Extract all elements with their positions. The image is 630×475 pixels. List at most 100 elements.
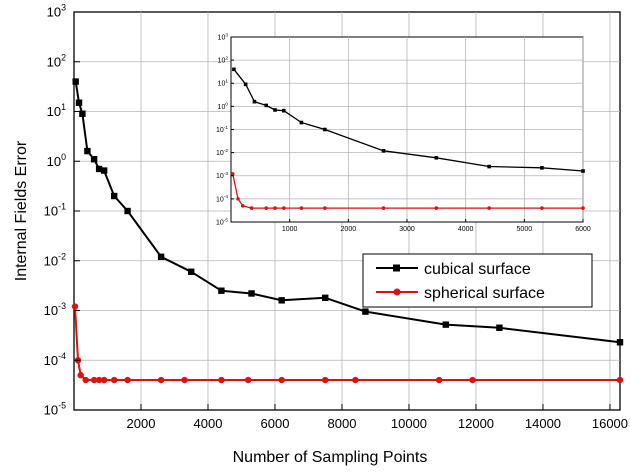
y-tick-label: 101 xyxy=(218,79,229,88)
data-point-circle xyxy=(236,197,240,201)
y-tick-label: 10-1 xyxy=(216,125,228,134)
data-point-circle xyxy=(273,206,277,210)
data-point-square xyxy=(282,108,286,113)
data-point-circle xyxy=(249,206,254,210)
data-point-circle xyxy=(82,376,89,384)
x-tick-label: 14000 xyxy=(525,416,561,431)
legend-marker-cubical xyxy=(393,264,400,272)
data-point-square xyxy=(188,268,195,275)
data-point-square xyxy=(616,339,624,346)
data-point-circle xyxy=(218,376,225,384)
x-tick-label: 4000 xyxy=(194,416,223,431)
data-point-circle xyxy=(282,206,286,210)
data-point-circle xyxy=(469,376,476,384)
y-tick-label: 10-4 xyxy=(44,351,66,368)
data-point-square xyxy=(75,99,83,106)
legend-label-spherical: spherical surface xyxy=(424,285,545,302)
legend-label-cubical: cubical surface xyxy=(424,261,531,278)
data-point-circle xyxy=(434,206,439,210)
data-point-circle xyxy=(100,376,108,384)
x-axis-label: Number of Sampling Points xyxy=(233,449,428,466)
data-point-circle xyxy=(90,376,98,384)
x-tick-label: 6000 xyxy=(261,416,290,431)
data-point-circle xyxy=(95,376,103,384)
data-point-square xyxy=(540,166,544,170)
data-point-circle xyxy=(487,206,491,210)
main-series xyxy=(71,78,624,384)
data-point-square xyxy=(278,297,285,304)
y-tick-label: 10-4 xyxy=(216,194,228,203)
data-point-circle xyxy=(435,376,443,384)
data-point-square xyxy=(218,287,225,294)
data-point-circle xyxy=(240,204,245,208)
main-y-ticks: 10-5 10-4 10-3 10-2 10-1 100 101 102 103 xyxy=(44,3,80,418)
chart-legend: cubical surface spherical surface xyxy=(362,253,593,308)
data-point-circle xyxy=(110,376,118,384)
data-point-square xyxy=(84,147,91,155)
data-point-square xyxy=(90,155,98,163)
x-tick-label: 2000 xyxy=(341,226,357,233)
data-point-square xyxy=(323,127,327,132)
data-point-square xyxy=(581,169,585,173)
x-tick-label: 2000 xyxy=(127,416,156,431)
data-point-circle xyxy=(278,376,285,384)
data-point-square xyxy=(248,290,255,297)
data-point-circle xyxy=(157,376,165,384)
y-tick-label: 10-3 xyxy=(216,171,228,180)
data-point-square xyxy=(264,103,268,108)
y-axis-label: Internal Fields Error xyxy=(13,140,30,281)
inset-y-ticks: 10-5 10-4 10-3 10-2 10-1 100 101 102 103 xyxy=(216,32,234,226)
data-point-square xyxy=(100,167,108,174)
data-point-square xyxy=(252,99,257,104)
data-point-circle xyxy=(71,303,79,310)
data-point-square xyxy=(496,324,503,331)
x-tick-label: 16000 xyxy=(592,416,628,431)
data-point-square xyxy=(442,321,450,328)
x-tick-label: 3000 xyxy=(399,226,415,233)
data-point-circle xyxy=(581,206,585,210)
data-point-square xyxy=(243,82,248,87)
inset-grid xyxy=(231,37,584,222)
data-point-square xyxy=(487,164,491,169)
data-point-circle xyxy=(381,206,386,210)
x-tick-label: 5000 xyxy=(517,226,533,233)
main-x-ticks: 2000 4000 6000 8000 10000 12000 14000 16000 xyxy=(127,404,628,431)
x-tick-label: 8000 xyxy=(328,416,357,431)
data-point-circle xyxy=(540,206,544,210)
data-point-square xyxy=(72,78,79,85)
data-point-square xyxy=(110,192,118,200)
data-point-square xyxy=(157,253,165,261)
data-point-square xyxy=(362,308,369,315)
y-tick-label: 103 xyxy=(218,32,229,41)
data-point-circle xyxy=(77,372,84,379)
data-point-circle xyxy=(124,376,131,384)
y-tick-label: 10-3 xyxy=(44,301,66,318)
x-tick-label: 12000 xyxy=(458,416,494,431)
y-tick-label: 100 xyxy=(47,152,66,169)
data-point-circle xyxy=(244,376,252,384)
data-point-square xyxy=(273,108,277,112)
y-tick-label: 10-2 xyxy=(216,148,228,157)
legend-marker-spherical xyxy=(393,288,401,296)
y-tick-label: 10-5 xyxy=(44,401,66,418)
data-point-square xyxy=(124,207,131,215)
data-point-circle xyxy=(616,376,624,384)
x-tick-label: 10000 xyxy=(391,416,427,431)
inset-series xyxy=(230,67,585,210)
legend-box xyxy=(362,253,593,308)
x-tick-label: 1000 xyxy=(282,226,298,233)
data-point-square xyxy=(79,110,86,117)
data-point-circle xyxy=(322,376,329,384)
data-point-circle xyxy=(299,206,304,210)
data-point-circle xyxy=(323,206,327,210)
data-point-circle xyxy=(264,206,269,210)
data-point-circle xyxy=(181,376,188,384)
y-tick-label: 102 xyxy=(218,55,229,64)
data-point-square xyxy=(434,155,439,160)
data-point-square xyxy=(95,165,103,173)
data-point-circle xyxy=(230,172,235,176)
data-point-square xyxy=(299,120,304,125)
data-point-circle xyxy=(352,376,359,384)
